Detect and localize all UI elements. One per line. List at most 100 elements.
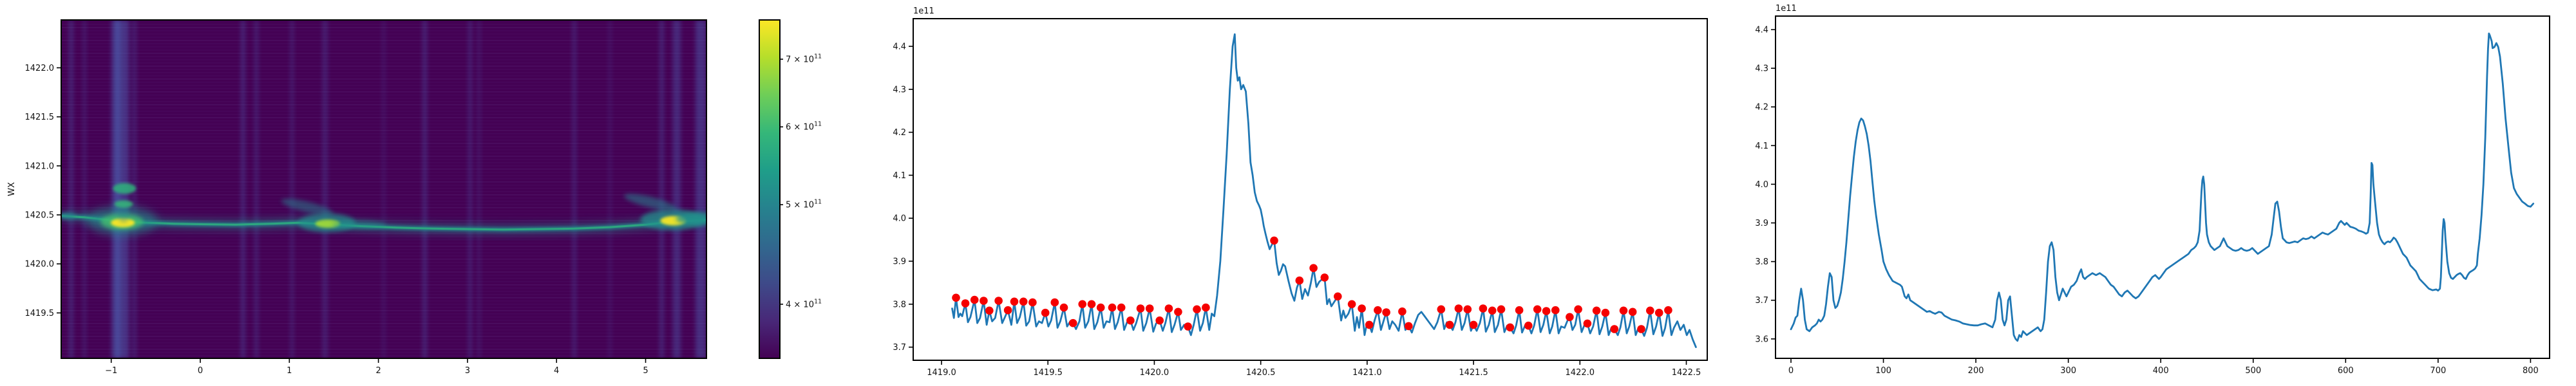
- peak-marker: [1320, 273, 1329, 282]
- x-tick-label: 1421.0: [1352, 368, 1382, 378]
- heatmap-ylabel: WX: [7, 182, 17, 196]
- peak-marker: [1019, 297, 1028, 306]
- peak-marker: [1010, 297, 1019, 306]
- peak-marker: [1628, 308, 1637, 317]
- x-tick-label: 300: [2060, 366, 2076, 376]
- x-tick-label: 1422.5: [1672, 368, 1701, 378]
- peak-marker: [1295, 276, 1304, 285]
- peak-marker: [985, 306, 994, 315]
- spectrum-axes-curve: [951, 33, 1697, 348]
- rfi-band: [382, 20, 386, 358]
- y-tick-label: 4.2: [893, 128, 906, 138]
- peak-marker: [1506, 323, 1515, 332]
- rfi-band: [290, 20, 294, 358]
- x-tick-label: 500: [2245, 366, 2261, 376]
- peak-marker: [1270, 236, 1278, 245]
- y-tick-label: 4.0: [893, 214, 906, 224]
- rfi-band: [82, 20, 86, 358]
- x-tick-label: 1419.5: [1033, 368, 1063, 378]
- peak-marker: [1202, 303, 1210, 312]
- heatmap-axes: −1 0 1 2 3 4 5 1422.0 1421.5 1421.0 1420.5 1420.0 14…: [7, 19, 707, 376]
- peak-marker: [1087, 300, 1096, 309]
- x-tick-label: 1: [287, 366, 292, 376]
- x-tick-label: 400: [2153, 366, 2169, 376]
- y-tick-label: 1421.5: [25, 113, 55, 122]
- x-tick-label: 5: [643, 366, 648, 376]
- rfi-band: [422, 20, 427, 358]
- x-tick-label: −1: [105, 366, 117, 376]
- peak-marker: [1108, 303, 1117, 312]
- peak-marker: [1610, 325, 1619, 333]
- peak-marker: [1374, 306, 1382, 315]
- x-tick-label: 1419.0: [927, 368, 956, 378]
- x-tick-label: 1420.5: [1246, 368, 1276, 378]
- x-tick-label: 3: [465, 366, 470, 376]
- y-tick-label: 3.9: [893, 257, 906, 267]
- y-tick-label: 4.3: [1755, 64, 1768, 74]
- axes-frame: [61, 19, 707, 359]
- x-tick-label: 1421.5: [1459, 368, 1488, 378]
- emission-blob: [624, 194, 676, 211]
- rfi-band: [672, 20, 681, 358]
- peak-marker: [980, 297, 988, 305]
- heatmap-image: [61, 20, 706, 358]
- emission-blob: [114, 200, 133, 208]
- peak-marker: [1592, 306, 1601, 315]
- offset-text: 1e11: [1776, 4, 1797, 14]
- x-tick-label: 200: [1968, 366, 1984, 376]
- x-tick-label: 100: [1875, 366, 1891, 376]
- peak-marker: [1358, 304, 1366, 313]
- peak-marker: [1309, 264, 1318, 273]
- peak-marker: [1365, 320, 1374, 329]
- y-tick-label: 3.7: [1755, 296, 1768, 306]
- peak-marker: [1497, 305, 1506, 314]
- rfi-band: [69, 20, 73, 358]
- peak-marker: [1566, 313, 1574, 322]
- y-tick-label: 4.3: [893, 85, 906, 95]
- spectrum-axes: 1419.0 1419.5 1420.0 1420.5 1421.0 1421.5 1422…: [893, 6, 1708, 378]
- y-tick-label: 1419.5: [25, 309, 55, 318]
- peak-marker: [1533, 305, 1542, 314]
- peak-marker: [1551, 306, 1560, 315]
- peak-marker: [1646, 306, 1654, 315]
- y-tick-label: 1420.5: [25, 211, 55, 221]
- peak-marker: [1334, 292, 1342, 301]
- peak-marker: [970, 295, 979, 304]
- colorbar-tick-label: 6 × 1011: [786, 121, 822, 133]
- x-tick-label: 1422.0: [1566, 368, 1595, 378]
- rfi-band: [322, 20, 328, 358]
- peak-marker: [1193, 305, 1201, 314]
- drift-axes-curve: [1790, 32, 2535, 342]
- peak-marker: [1347, 300, 1356, 309]
- peak-marker: [1136, 304, 1145, 313]
- x-tick-label: 2: [375, 366, 381, 376]
- peak-marker: [1003, 306, 1012, 315]
- colorbar-frame: [759, 19, 781, 359]
- peak-marker: [1583, 319, 1592, 328]
- emission-blob: [281, 198, 334, 216]
- peak-marker: [1445, 320, 1454, 329]
- peak-marker: [1126, 316, 1135, 325]
- peak-marker: [1601, 308, 1610, 317]
- peak-marker: [1184, 322, 1192, 331]
- emission-blob: [676, 212, 706, 225]
- y-tick-label: 3.8: [1755, 257, 1768, 267]
- x-tick-label: 700: [2430, 366, 2446, 376]
- peak-marker: [1454, 304, 1463, 313]
- x-tick-label: 4: [554, 366, 559, 376]
- peak-marker: [1463, 305, 1472, 314]
- peak-marker: [1145, 304, 1154, 313]
- y-tick-label: 4.1: [1755, 142, 1768, 151]
- y-tick-label: 1422.0: [25, 64, 55, 73]
- peak-marker: [1654, 308, 1663, 317]
- y-tick-label: 3.9: [1755, 219, 1768, 228]
- peak-marker: [1117, 303, 1126, 312]
- x-tick-label: 600: [2338, 366, 2354, 376]
- peak-marker: [1542, 307, 1551, 315]
- peak-marker: [1050, 298, 1059, 307]
- peak-marker: [1664, 306, 1672, 315]
- peak-marker: [1405, 322, 1413, 331]
- x-tick-label: 0: [1788, 366, 1794, 376]
